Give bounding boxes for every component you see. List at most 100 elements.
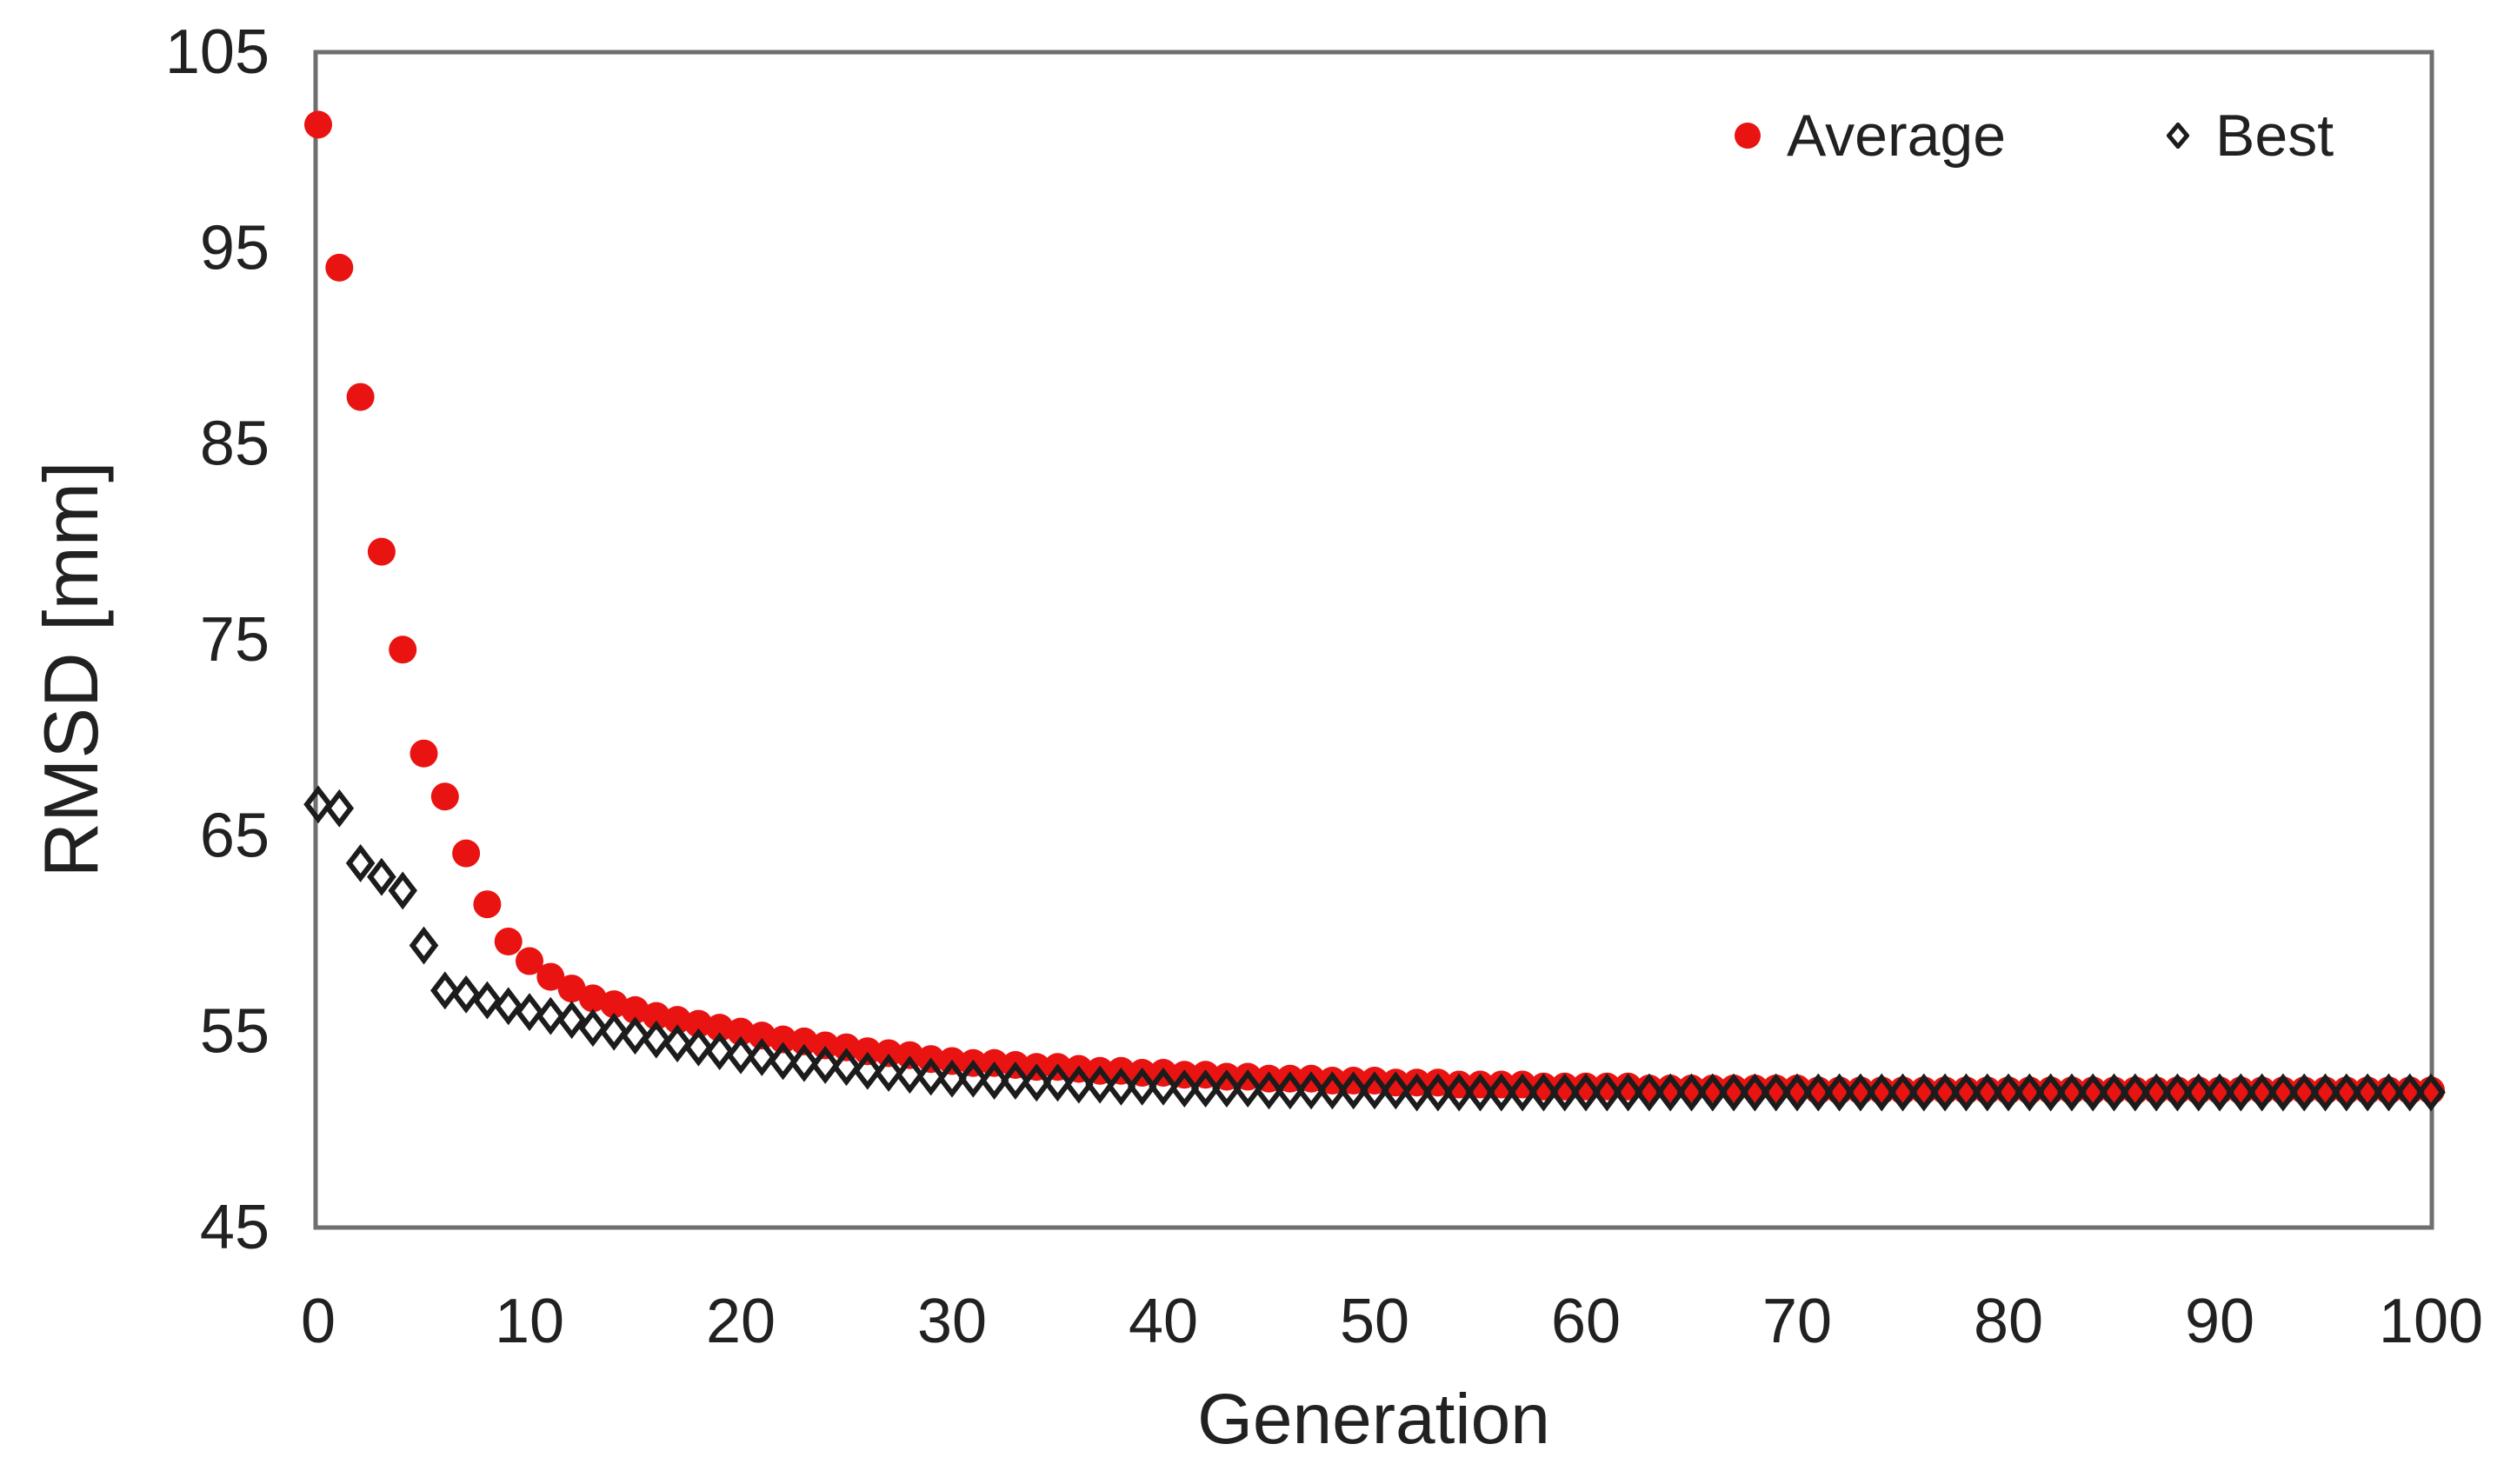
legend-label-average: Average [1787,103,2007,169]
best-point [1676,1073,1707,1112]
best-point [916,1057,946,1096]
average-point [811,1031,840,1060]
best-point [1571,1073,1601,1112]
best-point [1064,1065,1094,1104]
best-point [2141,1073,2171,1112]
best-point [2394,1073,2425,1112]
best-point [578,1008,608,1048]
best-point [1846,1073,1875,1112]
best-point [810,1046,840,1084]
y-tick-label: 45 [200,1193,270,1262]
average-point [705,1014,734,1042]
best-point [2183,1073,2214,1112]
average-point [896,1041,924,1069]
x-tick-label: 50 [1340,1287,1409,1356]
best-point [1106,1067,1136,1106]
best-point [1042,1063,1073,1102]
best-point [1169,1069,1200,1108]
best-point [1465,1073,1495,1112]
average-point [578,984,607,1013]
best-point [768,1041,798,1081]
best-point [430,971,460,1010]
best-point [620,1016,650,1055]
best-point [726,1035,756,1075]
best-point [1549,1073,1580,1112]
best-point [2332,1073,2361,1112]
best-point [1275,1071,1305,1110]
best-point [1635,1073,1664,1112]
average-point [789,1027,818,1055]
best-point [704,1032,735,1071]
average-point [1508,1070,1537,1099]
best-point [1867,1073,1896,1112]
best-point [2162,1073,2193,1112]
legend-item-average: Average [1735,106,2006,165]
best-point [1824,1073,1855,1112]
best-point [536,996,566,1035]
average-point [1487,1070,1515,1099]
x-tick-label: 80 [1974,1287,2043,1356]
best-point [2205,1073,2234,1112]
x-tick-label: 90 [2185,1287,2254,1356]
best-point [663,1024,692,1063]
best-point [853,1051,882,1090]
best-point [2268,1073,2298,1112]
average-point [452,839,481,868]
legend: Average Best [1735,106,2334,165]
best-point [2353,1073,2382,1112]
best-point [2035,1073,2066,1112]
best-point [1698,1073,1728,1112]
best-point [1528,1073,1559,1112]
best-point [2057,1073,2087,1112]
series-average-points [304,110,2445,1105]
average-point [1529,1072,1558,1101]
best-point [1212,1069,1242,1108]
best-point [388,871,417,910]
y-tick-label: 55 [200,997,270,1067]
best-point [1487,1073,1516,1112]
best-point [1233,1069,1262,1108]
x-tick-label: 100 [2379,1287,2483,1356]
average-point [494,928,523,956]
average-point [875,1039,903,1068]
best-point [1592,1073,1622,1112]
best-point [1888,1073,1918,1112]
best-point [1782,1073,1812,1112]
best-point [1381,1071,1411,1110]
best-point [2099,1073,2129,1112]
best-point [409,926,439,965]
x-tick-label: 40 [1129,1287,1198,1356]
best-point [1972,1073,2002,1112]
best-point [874,1054,903,1092]
best-point [2416,1073,2446,1112]
y-tick-label: 85 [200,409,270,479]
best-point [1022,1063,1051,1102]
y-tick-label: 75 [200,605,270,675]
best-point [1149,1067,1178,1106]
best-point [1740,1073,1770,1112]
best-point [1127,1067,1157,1106]
best-point [1761,1073,1791,1112]
plot-border [313,50,2434,1230]
best-point [789,1043,819,1082]
legend-item-best: Best [2167,106,2334,165]
average-point [1572,1072,1600,1101]
best-point [345,843,376,882]
average-point [304,110,332,139]
best-point [1444,1073,1474,1112]
average-point [389,636,417,664]
best-point [1951,1073,1981,1112]
best-point [367,857,396,896]
x-tick-label: 30 [917,1287,987,1356]
best-point [831,1048,862,1087]
y-tick-label: 65 [200,801,270,870]
average-point [516,947,543,975]
best-point [556,1001,587,1040]
average-point [832,1033,861,1061]
average-point [600,990,629,1019]
best-point [1655,1073,1685,1112]
y-tick-label: 95 [200,213,270,283]
best-point [937,1059,967,1098]
best-point [1613,1073,1643,1112]
y-axis-title: RMSD [mm] [28,461,114,878]
